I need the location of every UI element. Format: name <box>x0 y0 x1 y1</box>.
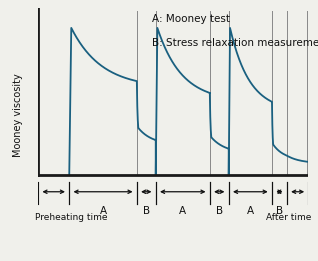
Text: After time: After time <box>266 213 311 222</box>
Text: B: B <box>216 206 223 216</box>
Text: B: B <box>143 206 150 216</box>
Text: B: Stress relaxation measurement: B: Stress relaxation measurement <box>152 38 318 48</box>
Text: Preheating time: Preheating time <box>35 213 108 222</box>
Text: A: A <box>100 206 107 216</box>
Text: A: A <box>179 206 186 216</box>
Text: Mooney viscosity: Mooney viscosity <box>13 73 23 157</box>
Text: B: B <box>276 206 283 216</box>
Text: A: Mooney test: A: Mooney test <box>152 14 230 24</box>
Text: A: A <box>247 206 254 216</box>
